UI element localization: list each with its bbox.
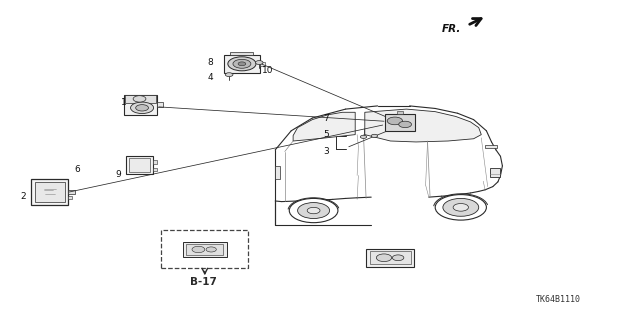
Text: 6: 6	[74, 165, 79, 174]
Circle shape	[131, 102, 154, 114]
Circle shape	[298, 203, 330, 219]
FancyBboxPatch shape	[366, 249, 415, 267]
Circle shape	[228, 57, 256, 71]
Circle shape	[371, 134, 378, 137]
Text: TK64B1110: TK64B1110	[536, 295, 580, 304]
FancyBboxPatch shape	[68, 190, 75, 194]
Circle shape	[238, 62, 246, 66]
Circle shape	[225, 73, 233, 77]
Polygon shape	[293, 112, 355, 141]
FancyBboxPatch shape	[183, 242, 227, 257]
Circle shape	[435, 195, 486, 220]
Text: FR.: FR.	[442, 24, 461, 34]
Circle shape	[233, 59, 251, 68]
Text: 5: 5	[324, 130, 329, 139]
Text: B-17: B-17	[190, 277, 217, 287]
Text: 1: 1	[121, 98, 126, 107]
FancyBboxPatch shape	[275, 166, 280, 179]
FancyBboxPatch shape	[397, 111, 403, 114]
FancyBboxPatch shape	[230, 52, 253, 55]
FancyBboxPatch shape	[35, 182, 65, 202]
Circle shape	[136, 105, 148, 111]
FancyBboxPatch shape	[385, 114, 415, 131]
FancyBboxPatch shape	[485, 145, 497, 148]
FancyBboxPatch shape	[186, 244, 223, 255]
Text: 9: 9	[116, 170, 121, 179]
Text: 2: 2	[20, 192, 26, 201]
Circle shape	[453, 204, 468, 211]
FancyBboxPatch shape	[129, 158, 150, 172]
Circle shape	[392, 255, 404, 261]
FancyBboxPatch shape	[157, 102, 163, 107]
Polygon shape	[365, 109, 481, 142]
Circle shape	[443, 198, 479, 216]
FancyBboxPatch shape	[370, 251, 411, 264]
Circle shape	[360, 135, 367, 138]
FancyBboxPatch shape	[124, 95, 157, 115]
Circle shape	[289, 198, 338, 223]
Circle shape	[399, 121, 412, 128]
Circle shape	[387, 117, 403, 125]
Circle shape	[192, 246, 205, 253]
FancyBboxPatch shape	[31, 179, 68, 205]
Text: 4: 4	[207, 73, 212, 82]
Text: 7: 7	[324, 114, 329, 122]
Text: 8: 8	[207, 58, 212, 67]
FancyBboxPatch shape	[153, 160, 157, 164]
Circle shape	[255, 61, 263, 64]
Text: 3: 3	[324, 147, 329, 156]
FancyBboxPatch shape	[125, 95, 156, 103]
Circle shape	[376, 254, 392, 262]
Text: 10: 10	[262, 66, 273, 75]
Circle shape	[206, 247, 216, 252]
Circle shape	[307, 207, 320, 214]
FancyBboxPatch shape	[126, 156, 153, 174]
Circle shape	[133, 96, 146, 102]
FancyBboxPatch shape	[490, 168, 500, 177]
FancyBboxPatch shape	[68, 196, 72, 199]
FancyBboxPatch shape	[225, 55, 260, 73]
FancyBboxPatch shape	[260, 62, 265, 66]
FancyBboxPatch shape	[153, 168, 157, 171]
